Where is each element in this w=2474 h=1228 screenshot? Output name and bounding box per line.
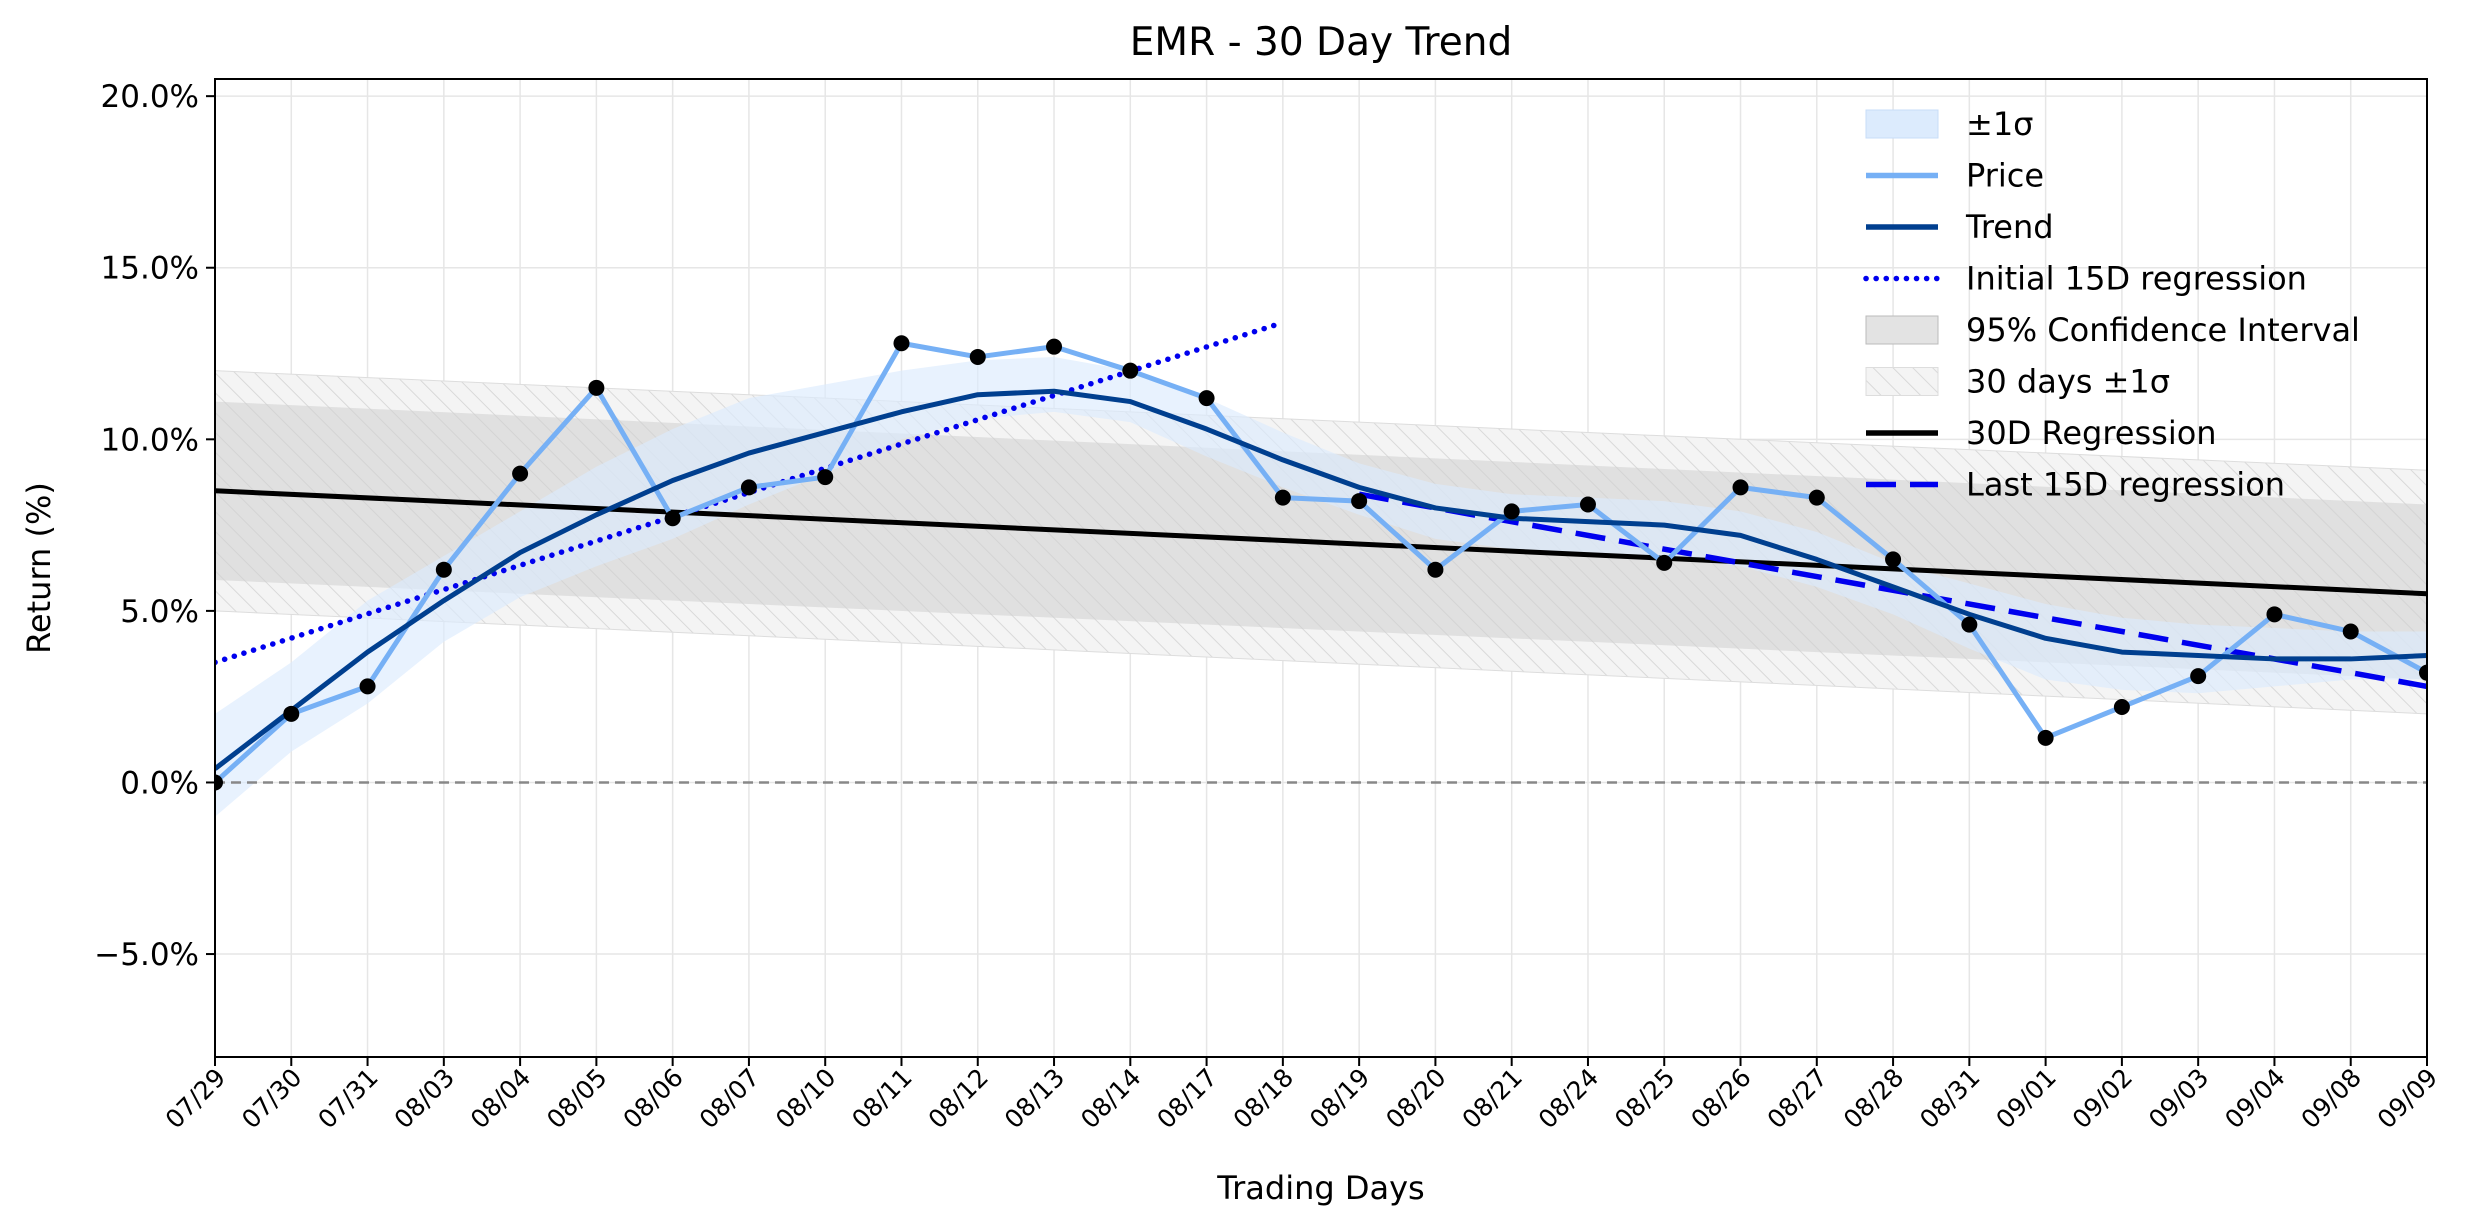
price-point: [2113, 698, 2130, 715]
plot-frame: [214, 78, 2428, 1058]
regression-last-15d-line: [1358, 491, 2427, 690]
x-tick-label: 08/20: [1380, 1063, 1451, 1134]
legend-item: Trend: [1866, 208, 2054, 246]
price-point: [435, 561, 452, 578]
x-tick-label: 08/12: [923, 1063, 994, 1134]
legend-label: 30D Regression: [1966, 414, 2217, 452]
x-tick-label: 07/30: [236, 1063, 307, 1134]
price-point: [1656, 554, 1673, 571]
x-tick-label: 08/10: [770, 1063, 841, 1134]
x-axis-label: Trading Days: [1216, 1169, 1424, 1207]
legend-swatch: [1865, 109, 1939, 139]
y-tick-label: 20.0%: [101, 79, 199, 115]
legend-item: 95% Confidence Interval: [1865, 311, 2360, 349]
x-tick-label: 08/05: [541, 1063, 612, 1134]
x-tick-label: 07/31: [312, 1063, 383, 1134]
legend-label: Last 15D regression: [1966, 466, 2285, 504]
price-point: [1427, 561, 1444, 578]
price-point: [215, 774, 223, 791]
price-point: [2342, 623, 2359, 640]
y-tick-label: 10.0%: [101, 422, 199, 458]
price-point: [512, 465, 529, 482]
price-point: [969, 348, 986, 365]
x-tick-label: 08/07: [694, 1063, 765, 1134]
price-point: [1122, 362, 1139, 379]
legend-swatch: [1865, 315, 1939, 345]
legend-label: 95% Confidence Interval: [1966, 311, 2360, 349]
legend-item: 30 days ±1σ: [1865, 363, 2170, 401]
x-tick-label: 08/24: [1533, 1063, 1604, 1134]
price-point: [1503, 503, 1520, 520]
legend-item: Last 15D regression: [1866, 466, 2285, 504]
x-tick-label: 08/18: [1228, 1063, 1299, 1134]
x-tick-label: 08/28: [1838, 1063, 1909, 1134]
price-point: [893, 335, 910, 352]
price-line: [215, 340, 2427, 785]
price-point: [1198, 390, 1215, 407]
price-point: [2037, 729, 2054, 746]
price-point: [1961, 616, 1978, 633]
x-tick-label: 09/09: [2372, 1063, 2443, 1134]
x-tick-label: 08/04: [465, 1063, 536, 1134]
legend-label: Price: [1966, 157, 2044, 195]
legend: ±1σ Price Trend Initial 15D regression 95% C…: [1863, 105, 2360, 504]
x-tick-label: 09/02: [2067, 1063, 2138, 1134]
legend-label: Trend: [1965, 208, 2054, 246]
price-point: [740, 479, 757, 496]
x-tick-label: 08/14: [1075, 1063, 1146, 1134]
legend-label: Initial 15D regression: [1966, 260, 2307, 298]
chart-title: EMR - 30 Day Trend: [1130, 20, 1512, 65]
price-point: [1885, 551, 1902, 568]
x-tick-label: 08/11: [846, 1063, 917, 1134]
price-point: [1351, 493, 1368, 510]
price-point: [664, 510, 681, 527]
x-tick-label: 09/03: [2143, 1063, 2214, 1134]
x-tick-label: 08/21: [1456, 1063, 1527, 1134]
price-point: [1579, 496, 1596, 513]
price-point: [1046, 338, 1063, 355]
x-tick-label: 08/17: [1151, 1063, 1222, 1134]
x-tick-label: 08/26: [1685, 1063, 1756, 1134]
x-tick-label: 09/01: [1990, 1063, 2061, 1134]
price-point: [1732, 479, 1749, 496]
price-point: [817, 469, 834, 486]
price-point: [2419, 664, 2427, 681]
x-tick-label: 08/25: [1609, 1063, 1680, 1134]
legend-item: ±1σ: [1865, 105, 2033, 143]
x-tick-label: 08/27: [1762, 1063, 1833, 1134]
price-point: [359, 678, 376, 695]
x-tick-label: 08/19: [1304, 1063, 1375, 1134]
y-tick-label: 5.0%: [120, 594, 199, 630]
y-axis-label: Return (%): [20, 482, 58, 654]
regression-30d-line: [215, 488, 2427, 597]
y-tick-label: 0.0%: [120, 765, 199, 801]
x-tick-label: 08/13: [999, 1063, 1070, 1134]
legend-item: Initial 15D regression: [1863, 260, 2307, 298]
price-point: [1808, 489, 1825, 506]
trend-line: [215, 388, 2427, 771]
legend-label: ±1σ: [1966, 105, 2033, 143]
legend-item: 30D Regression: [1866, 414, 2217, 452]
legend-label: 30 days ±1σ: [1966, 363, 2170, 401]
plot-area: [215, 319, 2427, 817]
legend-item: Price: [1866, 157, 2044, 195]
price-point: [2190, 668, 2207, 685]
x-tick-label: 08/31: [1914, 1063, 1985, 1134]
price-point: [1274, 489, 1291, 506]
legend-swatch: [1865, 367, 1939, 396]
price-point: [283, 705, 300, 722]
y-tick-label: 15.0%: [101, 251, 199, 287]
x-tick-label: 07/29: [160, 1063, 231, 1134]
x-tick-label: 09/08: [2296, 1063, 2367, 1134]
price-point: [588, 379, 605, 396]
y-tick-label: −5.0%: [94, 937, 199, 973]
x-tick-label: 08/06: [617, 1063, 688, 1134]
price-point: [2266, 606, 2283, 623]
band-sigma: [215, 356, 2427, 817]
x-tick-label: 09/04: [2219, 1063, 2290, 1134]
x-tick-label: 08/03: [389, 1063, 460, 1134]
